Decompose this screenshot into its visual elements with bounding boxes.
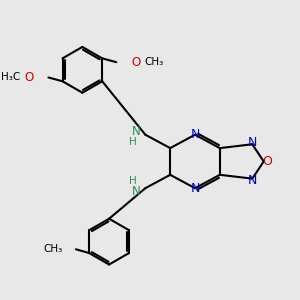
Text: CH₃: CH₃ bbox=[144, 57, 164, 67]
Text: O: O bbox=[132, 56, 141, 69]
Text: H: H bbox=[129, 136, 137, 147]
Text: N: N bbox=[132, 185, 141, 198]
Text: CH₃: CH₃ bbox=[43, 244, 62, 254]
Text: N: N bbox=[248, 174, 257, 187]
Text: O: O bbox=[262, 155, 272, 168]
Text: O: O bbox=[24, 71, 33, 84]
Text: N: N bbox=[248, 136, 257, 149]
Text: N: N bbox=[190, 128, 200, 141]
Text: H: H bbox=[129, 176, 137, 186]
Text: H₃C: H₃C bbox=[1, 73, 20, 82]
Text: N: N bbox=[190, 182, 200, 195]
Text: N: N bbox=[132, 125, 141, 138]
